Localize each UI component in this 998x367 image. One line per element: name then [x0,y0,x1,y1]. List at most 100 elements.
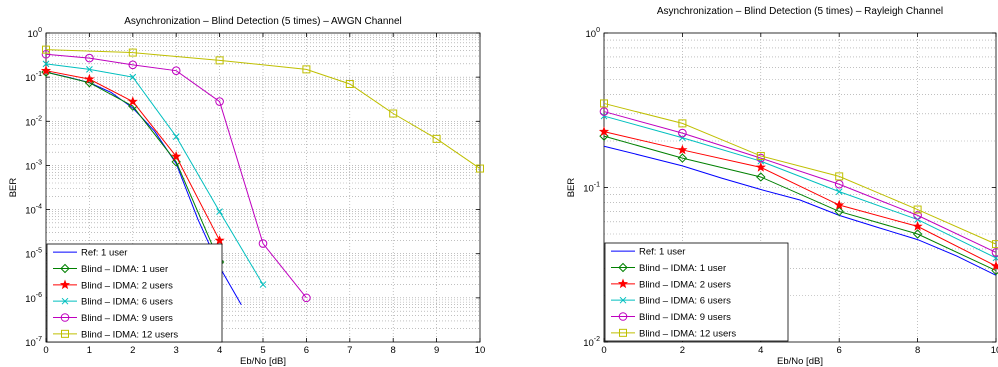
legend: Ref: 1 user Blind – IDMA: 1 user Blind – I… [46,243,223,343]
x-tick-label: 0 [43,345,48,356]
x-tick-label: 0 [601,345,606,356]
legend-marker-2 [617,278,629,289]
data-point-3-5 [259,281,267,288]
x-axis-label: Eb/No [dB] [777,356,823,367]
data-point-4-5 [991,248,998,257]
data-point-5-2 [756,151,765,160]
data-point-4-4 [913,211,922,220]
data-point-3-4 [216,208,223,215]
legend: Ref: 1 user Blind – IDMA: 1 user Blind – I… [604,242,789,342]
data-point-2-1 [677,144,688,155]
data-point-4-4 [215,97,224,106]
legend-entry: Blind – IDMA: 2 users [639,279,731,290]
data-point-1-1 [84,77,95,88]
x-tick-label: 8 [391,345,396,356]
data-point-4-1 [85,53,94,63]
legend-entry: Blind – IDMA: 1 user [81,264,168,275]
data-point-4-0 [41,49,51,59]
data-point-3-3 [835,188,843,196]
data-point-4-3 [834,179,844,189]
x-tick-label: 6 [837,345,842,356]
data-point-5-6 [432,134,441,143]
data-point-5-0 [42,45,50,54]
x-tick-label: 6 [304,345,309,356]
series-line-5 [45,49,481,169]
data-point-3-3 [172,133,180,140]
series-line-1 [603,135,997,272]
data-point-5-4 [345,79,354,88]
series-5 [600,99,998,249]
series-line-4 [603,111,997,253]
series-line-3 [45,63,264,285]
data-point-2-1 [84,73,95,84]
series-line-1 [45,71,221,263]
data-point-2-0 [40,65,52,76]
data-point-5-5 [992,240,998,249]
series-line-0 [603,145,997,276]
y-tick-label: 10-4 [25,204,42,217]
y-tick-label: 10-2 [25,115,42,128]
data-point-1-2 [756,172,766,182]
y-tick-label: 100 [586,27,601,40]
x-tick-label: 9 [434,345,439,356]
data-point-2-5 [990,260,998,271]
data-point-5-5 [389,109,398,118]
data-point-2-3 [834,199,845,210]
data-point-4-6 [302,293,311,303]
x-tick-label: 5 [260,345,265,356]
data-point-5-7 [476,164,484,173]
series-4 [41,49,311,303]
x-tick-label: 4 [217,345,222,356]
y-tick-label: 10-7 [25,336,42,349]
x-tick-label: 2 [130,345,135,356]
legend-entry: Blind – IDMA: 6 users [81,297,173,308]
data-point-3-1 [86,66,93,73]
x-tick-label: 7 [347,345,352,356]
data-point-4-3 [171,66,181,75]
legend-entry: Blind – IDMA: 1 user [639,263,726,274]
legend-marker-5 [619,328,627,337]
data-point-2-2 [127,96,138,106]
x-tick-label: 2 [680,345,685,356]
x-tick-label: 10 [991,345,998,356]
rayleigh-chart: 0 2 4 6 8 10 100 10-1 10-2 Asynchronization – Bli… [566,6,998,367]
data-point-2-3 [171,151,182,161]
data-point-5-2 [215,56,224,65]
data-point-5-1 [128,48,137,57]
data-point-2-4 [912,221,923,231]
series-2 [598,126,998,271]
legend-entry: Blind – IDMA: 6 users [639,296,731,307]
x-tick-label: 10 [475,345,486,356]
data-point-4-0 [599,107,609,116]
legend-entry: Ref: 1 user [639,247,685,258]
y-tick-label: 10-6 [25,292,42,305]
y-axis-label: BER [566,178,577,198]
legend-marker-1 [618,262,628,273]
legend-marker-5 [61,329,69,338]
legend-entry: Blind – IDMA: 2 users [81,280,173,291]
grid [604,33,996,342]
data-point-3-0 [600,112,608,120]
data-point-2-4 [214,235,225,245]
x-axis-label: Eb/No [dB] [240,356,286,367]
legend-marker-1 [60,263,70,274]
data-point-4-5 [258,239,268,248]
data-point-5-1 [678,119,687,128]
legend-entry: Ref: 1 user [81,248,127,259]
legend-marker-3 [61,297,69,305]
x-tick-label: 8 [915,345,920,356]
legend-marker-4 [60,313,70,322]
chart-title: Asynchronization – Blind Detection (5 ti… [657,6,943,17]
awgn-chart: 0 1 2 3 4 5 6 7 8 9 10 100 10-1 10-2 10-3 10-4 10-5 10-6 1… [8,16,485,367]
x-tick-label: 4 [758,345,763,356]
legend-entry: Blind – IDMA: 12 users [81,329,178,340]
series-line-4 [45,53,307,299]
data-point-3-2 [129,73,137,81]
series-5 [42,45,484,173]
series-4 [599,107,998,257]
data-point-3-0 [42,60,50,68]
y-tick-label: 10-1 [25,71,42,84]
data-point-5-3 [302,65,311,74]
y-tick-label: 10-1 [583,182,600,195]
series-line-3 [603,115,997,259]
